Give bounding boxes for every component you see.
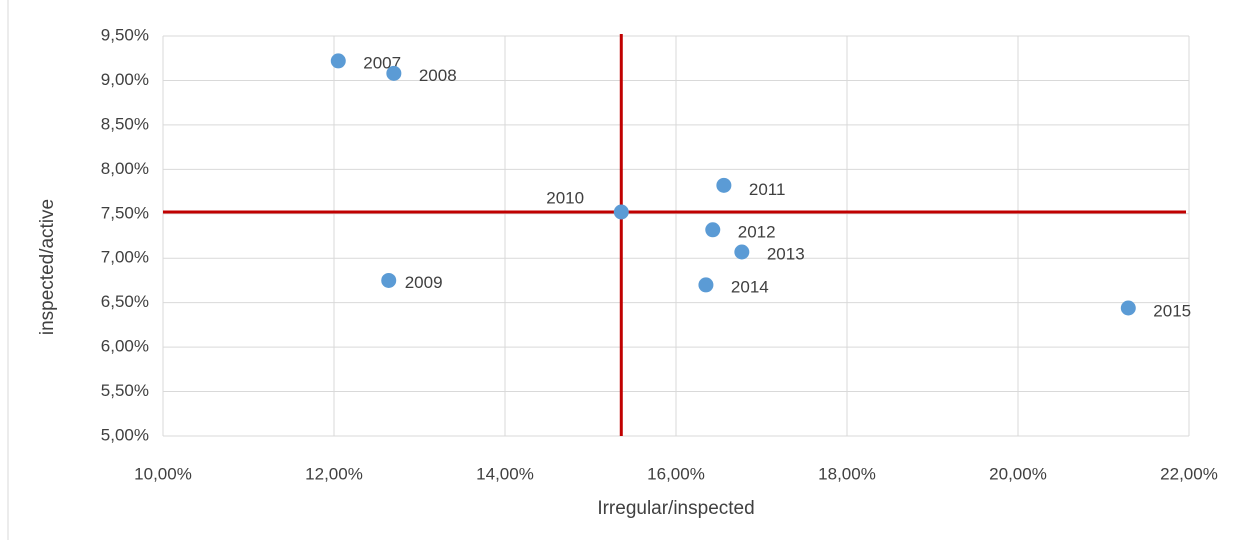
x-tick-label: 14,00% <box>476 464 534 483</box>
data-point <box>705 222 721 238</box>
y-tick-label: 8,00% <box>101 159 149 178</box>
data-label: 2008 <box>419 66 457 85</box>
x-tick-label: 10,00% <box>134 464 192 483</box>
x-axis-title: Irregular/inspected <box>597 498 754 519</box>
y-tick-label: 8,50% <box>101 114 149 133</box>
data-point <box>613 204 629 220</box>
y-tick-label: 5,50% <box>101 381 149 400</box>
data-point <box>386 65 402 81</box>
data-label: 2013 <box>767 244 805 263</box>
x-tick-label: 18,00% <box>818 464 876 483</box>
y-tick-label: 7,00% <box>101 248 149 267</box>
y-tick-label: 9,50% <box>101 25 149 44</box>
data-label: 2009 <box>405 273 443 292</box>
y-tick-label: 5,00% <box>101 425 149 444</box>
x-tick-label: 12,00% <box>305 464 363 483</box>
x-tick-label: 22,00% <box>1160 464 1218 483</box>
data-point <box>381 272 397 288</box>
y-tick-label: 6,50% <box>101 292 149 311</box>
x-tick-label: 20,00% <box>989 464 1047 483</box>
data-label: 2011 <box>749 180 786 199</box>
data-point <box>716 177 732 193</box>
data-point <box>1120 300 1136 316</box>
data-point <box>330 53 346 69</box>
y-tick-label: 6,00% <box>101 337 149 356</box>
data-point <box>698 277 714 293</box>
data-label: 2012 <box>738 222 776 241</box>
data-point <box>734 244 750 260</box>
data-label: 2015 <box>1153 301 1191 320</box>
y-tick-label: 9,00% <box>101 70 149 89</box>
data-label: 2014 <box>731 277 769 296</box>
x-tick-label: 16,00% <box>647 464 705 483</box>
y-axis-title: inspected/active <box>37 199 58 335</box>
y-tick-label: 7,50% <box>101 203 149 222</box>
data-label: 2010 <box>546 188 584 207</box>
